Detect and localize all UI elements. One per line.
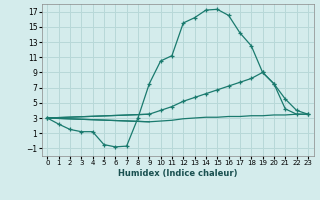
- X-axis label: Humidex (Indice chaleur): Humidex (Indice chaleur): [118, 169, 237, 178]
